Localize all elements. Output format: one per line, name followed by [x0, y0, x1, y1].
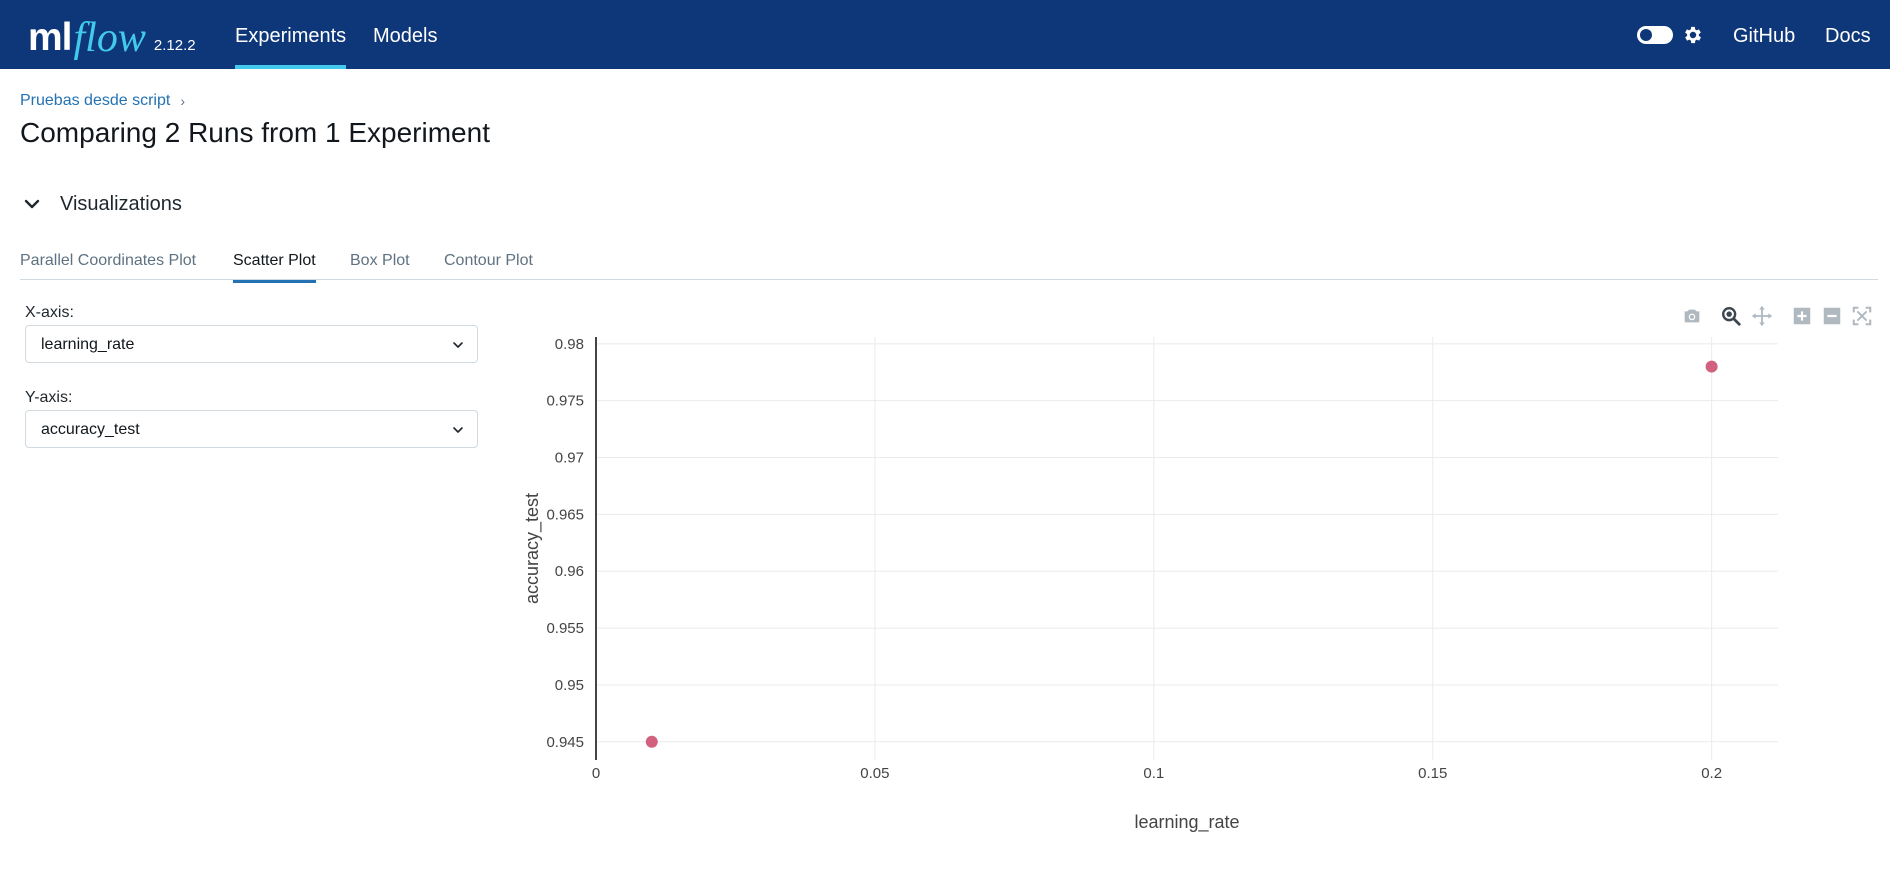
- logo-flow-text: flow: [73, 15, 146, 61]
- x-axis-title: learning_rate: [1134, 812, 1239, 833]
- nav-docs[interactable]: Docs: [1825, 25, 1871, 47]
- y-tick-label: 0.98: [555, 336, 584, 353]
- tab-contour-plot[interactable]: Contour Plot: [444, 252, 533, 269]
- x-tick-label: 0.15: [1418, 765, 1447, 782]
- mlflow-logo[interactable]: ml flow 2.12.2: [28, 8, 196, 60]
- y-axis-select[interactable]: accuracy_test: [25, 410, 478, 448]
- x-tick-label: 0.05: [860, 765, 889, 782]
- visualizations-section-toggle[interactable]: Visualizations: [20, 192, 182, 216]
- x-axis-value: learning_rate: [41, 336, 135, 353]
- tab-scatter-plot[interactable]: Scatter Plot: [233, 252, 316, 283]
- y-tick-label: 0.965: [546, 506, 584, 523]
- zoom-in-icon[interactable]: [1791, 305, 1813, 327]
- nav-models[interactable]: Models: [373, 25, 438, 47]
- chevron-down-icon: [453, 342, 463, 348]
- nav-experiments[interactable]: Experiments: [235, 0, 347, 69]
- breadcrumb-experiment-link[interactable]: Pruebas desde script: [20, 92, 171, 109]
- chevron-down-icon: [24, 199, 40, 209]
- y-axis-value: accuracy_test: [41, 421, 140, 438]
- nav-github[interactable]: GitHub: [1733, 25, 1796, 47]
- y-tick-label: 0.96: [555, 563, 584, 580]
- scatter-point[interactable]: [1705, 360, 1718, 373]
- chevron-down-icon: [453, 427, 463, 433]
- chevron-right-icon: ›: [180, 93, 185, 109]
- tab-parallel-coordinates[interactable]: Parallel Coordinates Plot: [20, 252, 197, 269]
- tab-box-plot[interactable]: Box Plot: [350, 252, 410, 269]
- x-tick-label: 0.1: [1143, 765, 1164, 782]
- pan-icon[interactable]: [1751, 305, 1773, 327]
- logo-ml-text: ml: [28, 16, 73, 59]
- y-tick-label: 0.95: [555, 677, 584, 694]
- scatter-point[interactable]: [645, 735, 658, 748]
- x-axis-select[interactable]: learning_rate: [25, 325, 478, 363]
- y-axis-label: Y-axis:: [25, 389, 73, 406]
- y-tick-label: 0.945: [546, 734, 584, 751]
- section-title: Visualizations: [60, 192, 182, 215]
- x-tick-label: 0.2: [1701, 765, 1722, 782]
- autoscale-icon[interactable]: [1851, 305, 1873, 327]
- y-axis-title: accuracy_test: [522, 493, 543, 604]
- top-navigation-bar: ml flow 2.12.2 Experiments Models GitHub…: [0, 0, 1890, 69]
- y-tick-label: 0.975: [546, 393, 584, 410]
- x-axis-label: X-axis:: [25, 304, 74, 321]
- y-tick-label: 0.955: [546, 620, 584, 637]
- y-tick-label: 0.97: [555, 450, 584, 467]
- dark-mode-toggle[interactable]: [1637, 26, 1673, 44]
- breadcrumb: Pruebas desde script ›: [20, 92, 185, 110]
- camera-icon[interactable]: [1681, 305, 1703, 327]
- zoom-icon[interactable]: [1720, 305, 1742, 327]
- page-title: Comparing 2 Runs from 1 Experiment: [20, 117, 490, 148]
- version-label: 2.12.2: [153, 37, 196, 54]
- zoom-out-icon[interactable]: [1821, 305, 1843, 327]
- plot-tabs: Parallel Coordinates Plot Scatter Plot B…: [20, 240, 1878, 283]
- x-tick-label: 0: [592, 765, 600, 782]
- gear-icon[interactable]: [1682, 24, 1704, 46]
